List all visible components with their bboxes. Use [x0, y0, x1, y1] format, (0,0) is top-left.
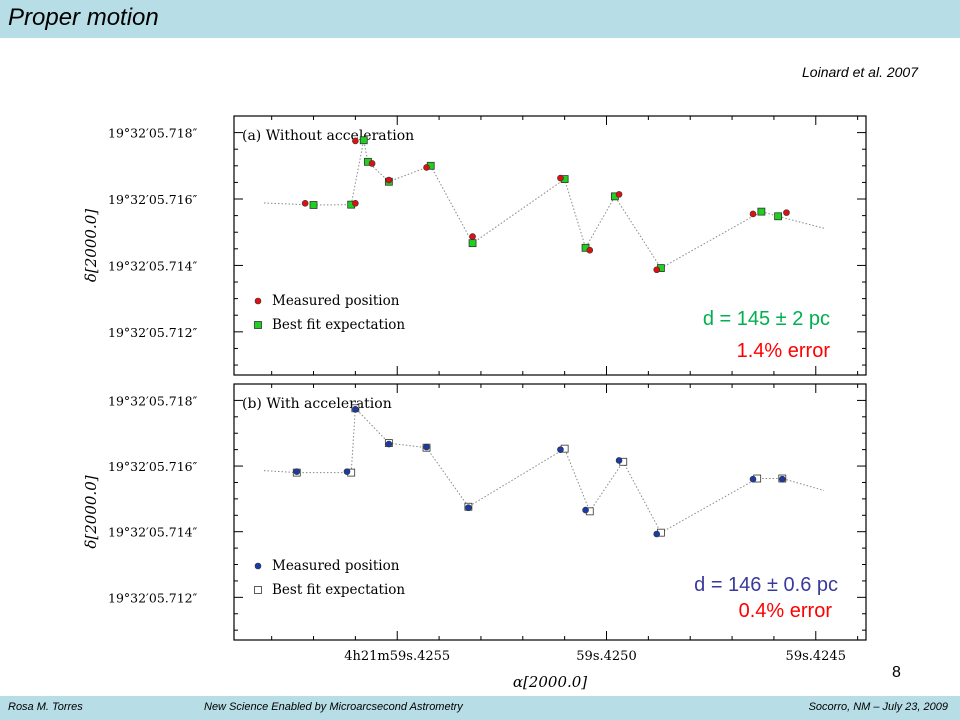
annotation-a-error: 1.4% error: [736, 340, 830, 362]
measured-marker: [615, 457, 623, 464]
measured-marker: [557, 446, 564, 453]
best-fit-marker: [359, 136, 368, 145]
measured-marker: [352, 405, 359, 413]
measured-marker: [749, 210, 757, 218]
measured-marker: [783, 209, 790, 216]
measured-marker: [465, 504, 472, 512]
y-axis-label: δ[2000.0]: [82, 475, 100, 548]
y-tick-label: 19°32′05.712″: [108, 325, 198, 340]
annotation-a-distance: d = 145 ± 2 pc: [702, 308, 830, 330]
panel-b: 19°32′05.718″ 19°32′05.716″ 19°32′05.714″ 1…: [82, 383, 867, 691]
x-axis-label: α[2000.0]: [513, 673, 587, 691]
measured-marker: [343, 468, 351, 475]
x-tick-label: 59s.4245: [786, 649, 846, 664]
y-axis-label: δ[2000.0]: [82, 209, 100, 282]
measured-marker: [293, 468, 301, 475]
y-tick-label: 19°32′05.714″: [108, 258, 198, 273]
measured-marker: [586, 246, 594, 254]
y-tick-label: 19°32′05.716″: [108, 192, 198, 207]
footer-bar: Rosa M. Torres New Science Enabled by Mi…: [0, 696, 960, 720]
footer-talk-title: New Science Enabled by Microarcsecond As…: [204, 701, 463, 713]
measured-marker: [778, 475, 786, 483]
measured-marker: [469, 233, 476, 240]
citation: Loinard et al. 2007: [802, 64, 918, 80]
y-tick-label: 19°32′05.718″: [108, 393, 198, 408]
panel-label: (a) Without acceleration: [242, 128, 414, 144]
y-tick-label: 19°32′05.718″: [108, 126, 198, 141]
title-bar: Proper motion: [0, 0, 960, 38]
legend-bestfit-label: Best fit expectation: [272, 582, 405, 598]
best-fit-marker: [774, 212, 783, 221]
measured-marker: [423, 164, 430, 171]
best-fit-marker: [309, 201, 318, 209]
footer-venue: Socorro, NM – July 23, 2009: [808, 701, 948, 713]
trajectory-line: [263, 407, 825, 534]
measured-marker: [653, 530, 661, 538]
y-tick-label: 19°32′05.714″: [108, 525, 198, 540]
measured-marker: [557, 174, 564, 182]
legend-measured-swatch: [254, 562, 262, 570]
measured-marker: [352, 137, 359, 145]
measured-marker: [423, 443, 430, 451]
measured-marker: [582, 506, 589, 514]
measured-marker: [749, 475, 757, 483]
legend-bestfit-swatch: [254, 586, 262, 594]
x-tick-label: 4h21m59s.4255: [344, 649, 450, 664]
measured-marker: [352, 200, 359, 207]
slide-number: 8: [892, 664, 901, 681]
proper-motion-charts: 19°32′05.718″ 19°32′05.716″ 19°32′05.714″ 1…: [82, 115, 867, 691]
legend-measured-label: Measured position: [272, 558, 400, 574]
panel-a: 19°32′05.718″ 19°32′05.716″ 19°32′05.714″ 1…: [82, 115, 867, 376]
measured-marker: [368, 160, 376, 167]
slide-title: Proper motion: [8, 4, 159, 31]
y-tick-label: 19°32′05.716″: [108, 459, 198, 474]
measured-marker: [615, 191, 623, 198]
annotation-b-error: 0.4% error: [738, 600, 832, 622]
annotation-b-distance: d = 146 ± 0.6 pc: [694, 574, 838, 596]
y-tick-label: 19°32′05.712″: [108, 590, 198, 605]
panel-label: (b) With acceleration: [242, 396, 392, 412]
footer-author: Rosa M. Torres: [8, 701, 83, 713]
x-tick-label: 59s.4250: [576, 649, 636, 664]
legend-measured-swatch: [254, 297, 262, 305]
legend-bestfit-label: Best fit expectation: [272, 317, 405, 333]
plot-frame: [233, 383, 867, 641]
measured-marker: [385, 440, 393, 448]
best-fit-marker: [468, 239, 477, 248]
legend-bestfit-swatch: [254, 321, 262, 329]
legend-measured-label: Measured position: [272, 293, 400, 309]
best-fit-marker: [757, 207, 766, 216]
plot-frame: [233, 115, 867, 376]
measured-marker: [385, 176, 393, 184]
measured-marker: [653, 266, 661, 274]
measured-marker: [301, 200, 309, 207]
